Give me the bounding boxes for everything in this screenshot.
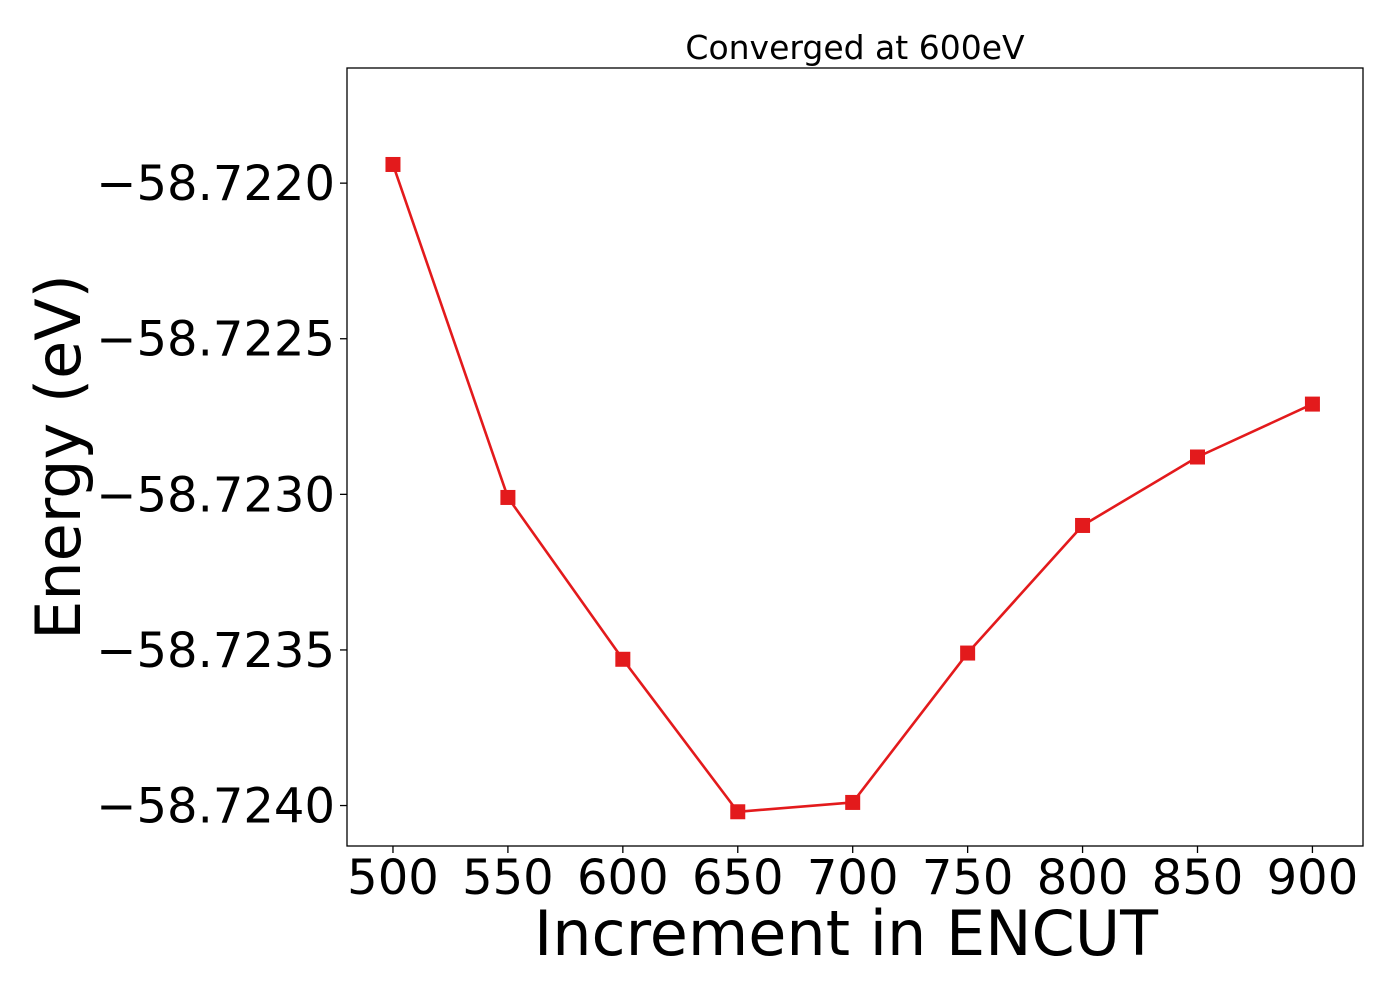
data-point-marker <box>1075 517 1091 533</box>
x-tick-label: 850 <box>1152 850 1244 906</box>
y-tick-label: −58.7225 <box>96 312 335 368</box>
y-tick-label: −58.7240 <box>96 779 335 835</box>
x-tick-label: 750 <box>922 850 1014 906</box>
data-point-marker <box>730 804 746 820</box>
y-tick-label: −58.7230 <box>96 467 335 523</box>
x-tick-label: 700 <box>807 850 899 906</box>
x-tick-label: 650 <box>692 850 784 906</box>
data-point-marker <box>615 651 631 667</box>
data-point-marker <box>1304 396 1320 412</box>
data-point-marker <box>500 489 516 505</box>
data-point-marker <box>960 645 976 661</box>
chart-title: Converged at 600eV <box>685 28 1025 67</box>
y-tick-label: −58.7235 <box>96 623 335 679</box>
y-axis-label: Energy (eV) <box>22 274 95 640</box>
x-tick-label: 900 <box>1267 850 1359 906</box>
y-tick-label: −58.7220 <box>96 156 335 212</box>
x-tick-label: 550 <box>462 850 554 906</box>
data-point-marker <box>1189 449 1205 465</box>
plot-area-frame <box>346 67 1364 847</box>
x-tick-label: 600 <box>577 850 669 906</box>
data-point-marker <box>385 156 401 172</box>
data-point-marker <box>845 794 861 810</box>
x-axis-label: Increment in ENCUT <box>534 897 1159 970</box>
series-markers <box>385 156 1320 820</box>
x-tick-label: 500 <box>347 850 439 906</box>
x-axis-ticks: 500 550 600 650 700 750 800 850 900 <box>347 846 1358 906</box>
x-tick-label: 800 <box>1037 850 1129 906</box>
y-axis-ticks: −58.7220 −58.7225 −58.7230 −58.7235 −58.7240 <box>96 156 347 835</box>
